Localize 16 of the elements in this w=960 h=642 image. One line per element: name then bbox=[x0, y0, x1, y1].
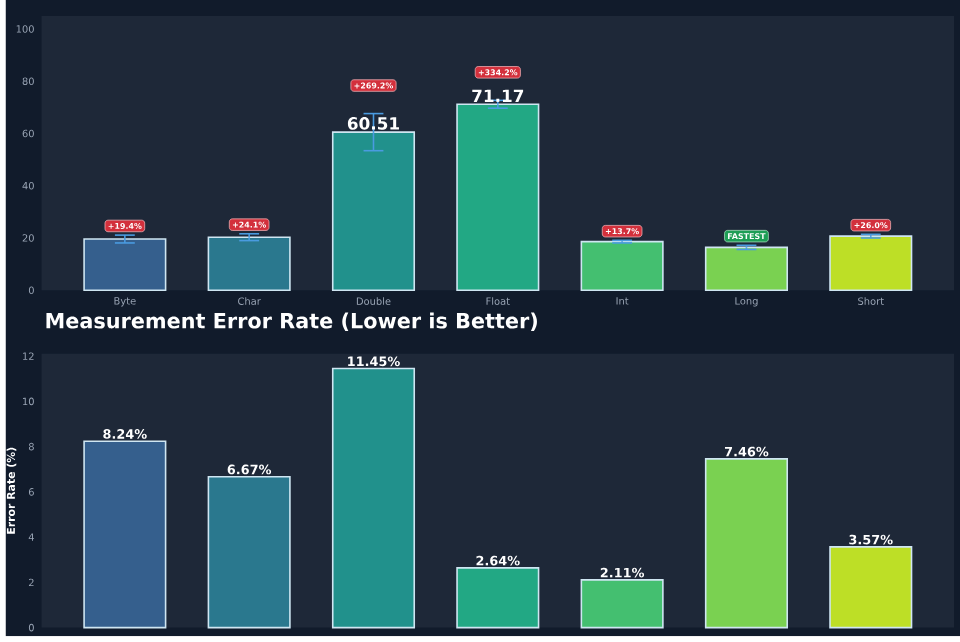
bar bbox=[704, 458, 789, 629]
bar bbox=[83, 440, 167, 629]
bar bbox=[829, 546, 913, 629]
bar bbox=[456, 567, 540, 629]
bar bbox=[456, 103, 540, 292]
data-label: 71.17 bbox=[472, 90, 524, 103]
bar bbox=[829, 235, 913, 292]
bar bbox=[207, 236, 291, 292]
bar bbox=[331, 368, 416, 629]
chart-title: Measurement Error Rate (Lower is Better) bbox=[46, 312, 537, 332]
bar bbox=[580, 241, 664, 292]
bar bbox=[207, 476, 291, 629]
bar bbox=[331, 131, 416, 292]
bar bbox=[83, 238, 167, 292]
bar bbox=[580, 579, 664, 629]
bar bbox=[704, 246, 789, 292]
